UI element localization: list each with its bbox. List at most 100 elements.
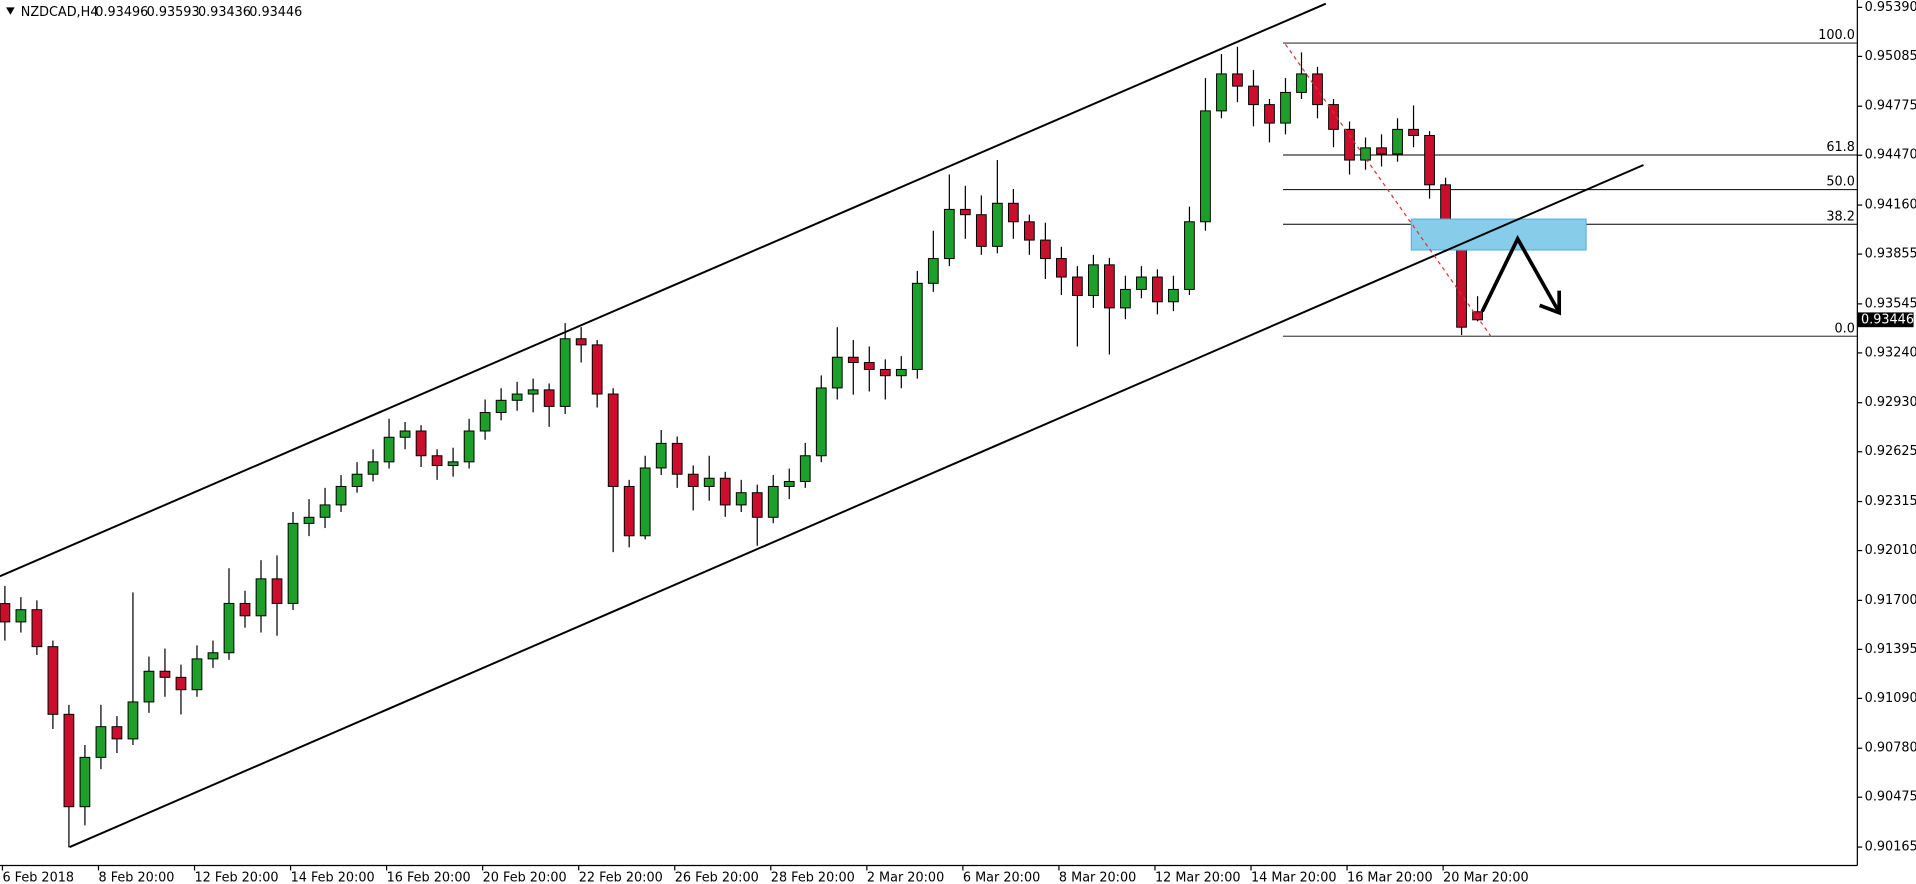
y-tick-label: 0.93240	[1865, 345, 1916, 360]
candle-body	[543, 389, 555, 407]
x-tick-label: 12 Mar 20:00	[1155, 870, 1241, 884]
candle-body	[1120, 288, 1131, 309]
candle-body	[63, 713, 75, 808]
y-tick-label: 0.90165	[1865, 840, 1916, 855]
candle-body	[31, 609, 43, 648]
candle-body	[1424, 134, 1435, 186]
y-tick-label: 0.91700	[1865, 593, 1916, 608]
candle-body	[607, 393, 619, 487]
x-tick-label: 14 Mar 20:00	[1251, 870, 1337, 884]
drawings	[0, 2, 1644, 848]
header-close: 0.93446	[249, 5, 302, 20]
candle-body	[527, 389, 539, 395]
candle-body	[959, 208, 971, 216]
candle-body	[879, 368, 891, 377]
candle-body	[399, 430, 411, 438]
arrow-head	[1538, 290, 1562, 316]
candle-body	[783, 480, 795, 487]
candle-body	[847, 356, 859, 364]
candle-body	[655, 442, 667, 469]
candle-body	[1344, 128, 1355, 161]
candle-body	[511, 393, 523, 401]
candle-body	[351, 473, 363, 487]
candle-body	[95, 726, 107, 758]
y-tick-label: 0.93545	[1865, 296, 1916, 311]
candle-body	[1264, 104, 1275, 124]
candle-body	[1136, 276, 1147, 290]
candle-body	[319, 504, 331, 518]
candle-body	[479, 412, 491, 432]
candle-body	[1280, 91, 1291, 124]
candle-body	[1392, 128, 1403, 155]
candle-body	[895, 368, 907, 377]
price-tag-label: 0.93446	[1861, 312, 1914, 327]
candle-body	[671, 442, 683, 475]
channel-upper	[0, 2, 1327, 578]
candle-body	[735, 492, 747, 506]
candle-body	[159, 670, 171, 678]
x-tick-label: 8 Mar 20:00	[1059, 870, 1136, 884]
candle-body	[719, 477, 731, 506]
candle-body	[1007, 202, 1019, 223]
candle-body	[991, 202, 1003, 247]
fib-label: 50.0	[1826, 175, 1855, 190]
candle-body	[927, 258, 939, 284]
y-tick-label: 0.91090	[1865, 691, 1916, 706]
y-tick-label: 0.92930	[1865, 395, 1916, 410]
candle-body	[495, 399, 507, 414]
candle-body	[1039, 239, 1051, 260]
x-tick-label: 22 Feb 20:00	[579, 870, 663, 884]
candle-body	[575, 338, 587, 346]
y-tick-label: 0.94470	[1865, 148, 1916, 163]
price-tag	[1857, 312, 1914, 328]
candle-body	[1376, 147, 1387, 155]
x-tick-label: 6 Mar 20:00	[963, 870, 1040, 884]
candle-body	[79, 756, 91, 808]
candle-body	[207, 652, 219, 660]
candle-body	[47, 646, 59, 715]
candle-body	[335, 485, 347, 506]
candle-body	[815, 387, 827, 457]
candle-body	[0, 603, 11, 623]
candle-body	[1360, 147, 1371, 161]
candle-body	[559, 338, 571, 407]
header-open: 0.93496	[95, 5, 148, 20]
candle-body	[975, 214, 987, 247]
candle-body	[223, 602, 235, 654]
fib-label: 0.0	[1835, 321, 1855, 336]
y-tick-label: 0.92625	[1865, 444, 1916, 459]
y-tick-label: 0.92010	[1865, 543, 1916, 558]
fib-label: 61.8	[1826, 140, 1855, 155]
candle-body	[799, 455, 811, 482]
candle-body	[15, 609, 27, 623]
projection-arrow	[1480, 234, 1560, 313]
candle-body	[111, 726, 123, 740]
candle-body	[287, 522, 299, 604]
candle-body	[175, 676, 187, 691]
candle-body	[639, 467, 651, 537]
y-tick-label: 0.95390	[1865, 0, 1916, 15]
candle-body	[1104, 264, 1115, 309]
candle-body	[767, 485, 779, 518]
y-tick-label: 0.93855	[1865, 247, 1916, 262]
candle-body	[239, 602, 251, 617]
y-tick-label: 0.94160	[1865, 198, 1916, 213]
candle-body	[191, 658, 203, 691]
candle-body	[1408, 128, 1419, 136]
channel-lower	[69, 164, 1644, 848]
candle-body	[415, 430, 427, 457]
candle-body	[1296, 73, 1307, 93]
candle-body	[1184, 221, 1195, 290]
candle-body	[367, 461, 379, 475]
fib-label: 38.2	[1826, 209, 1855, 224]
y-tick-label: 0.90780	[1865, 741, 1916, 756]
candle-body	[1472, 311, 1483, 321]
y-tick-label: 0.91395	[1865, 642, 1916, 657]
candle-body	[127, 701, 139, 740]
candle-body	[271, 578, 283, 604]
candle-body	[591, 344, 603, 395]
y-tick-label: 0.95085	[1865, 49, 1916, 64]
candle-body	[1232, 73, 1243, 87]
